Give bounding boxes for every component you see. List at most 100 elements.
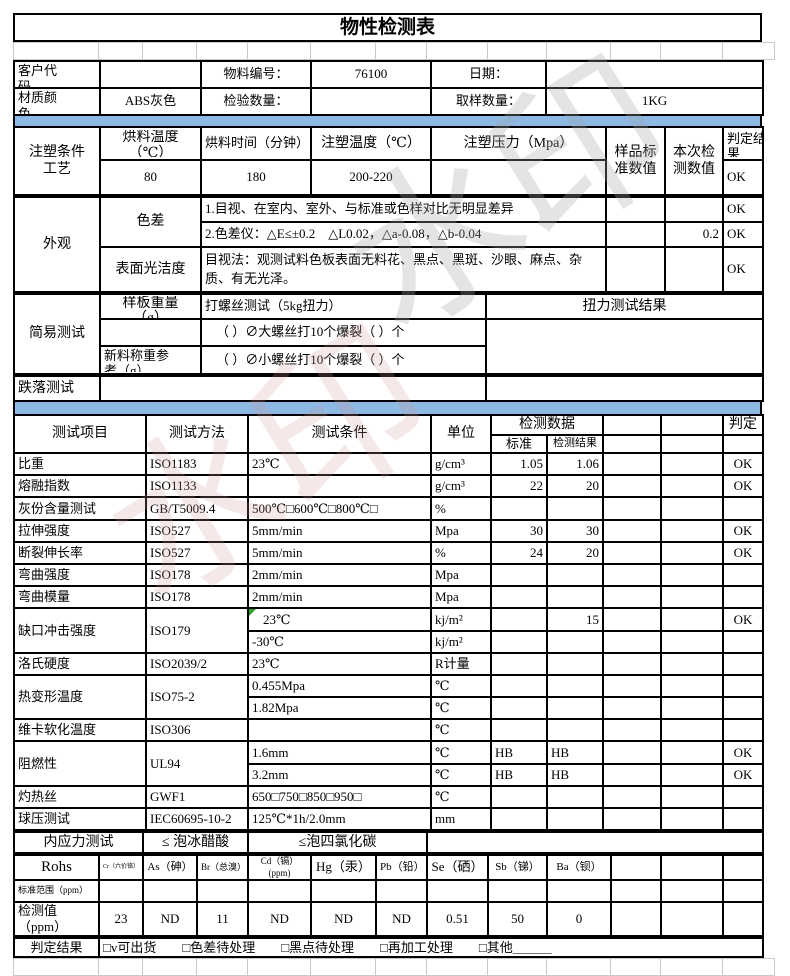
empty-cell[interactable] (602, 474, 662, 499)
empty-cell[interactable] (602, 607, 662, 633)
result-value[interactable]: 15 (546, 607, 604, 633)
rohs-value-cr[interactable]: 23 (98, 900, 144, 938)
std-cell[interactable] (605, 196, 666, 223)
drop-test-result[interactable] (485, 375, 764, 402)
rohs-std-value[interactable] (310, 878, 377, 903)
std-value[interactable]: 30 (490, 519, 548, 544)
std-value[interactable]: 24 (490, 541, 548, 566)
judge-value[interactable] (722, 785, 764, 810)
test-cell[interactable] (664, 246, 724, 293)
std-value[interactable] (490, 718, 548, 743)
rohs-value-cd[interactable]: ND (247, 900, 312, 938)
judge-cell[interactable]: OK (722, 246, 764, 293)
verdict-options[interactable]: □v可出货 □色差待处理 □黑点待处理 □再加工处理 □其他＿＿＿ (98, 937, 764, 959)
empty-cell[interactable] (660, 652, 724, 677)
rohs-std-value[interactable] (98, 878, 144, 903)
empty-cell[interactable] (660, 785, 724, 810)
empty-cell[interactable] (602, 696, 662, 721)
empty-cell[interactable] (602, 452, 662, 477)
dry-time-value[interactable]: 180 (200, 159, 312, 196)
std-cell[interactable] (605, 221, 666, 248)
dry-temp-value[interactable]: 80 (99, 159, 202, 196)
empty-cell[interactable] (602, 652, 662, 677)
judge-value[interactable] (722, 696, 764, 721)
empty-cell[interactable] (602, 763, 662, 788)
std-value[interactable] (490, 674, 548, 699)
rohs-std-value[interactable] (375, 878, 428, 903)
judge-value[interactable] (722, 807, 764, 832)
empty-label-cell[interactable] (99, 318, 202, 347)
empty-cell[interactable] (660, 607, 724, 633)
mold-temp-value[interactable]: 200-220 (310, 159, 432, 196)
std-value[interactable]: HB (490, 740, 548, 766)
result-value[interactable] (546, 785, 604, 810)
result-value[interactable] (546, 696, 604, 721)
result-value[interactable]: HB (546, 740, 604, 766)
judge-value[interactable]: OK (722, 763, 764, 788)
result-value[interactable]: 20 (546, 541, 604, 566)
empty-cell[interactable] (602, 630, 662, 655)
rohs-value-pb[interactable]: ND (375, 900, 428, 938)
rohs-value-se[interactable]: 0.51 (426, 900, 489, 938)
judge-value[interactable] (722, 674, 764, 699)
stress-result[interactable] (426, 831, 764, 855)
empty-cell[interactable] (660, 763, 724, 788)
material-color-value[interactable]: ABS灰色 (99, 87, 202, 116)
date-value[interactable] (545, 60, 764, 89)
torque-result-value[interactable] (485, 318, 764, 375)
rohs-std-value[interactable] (247, 878, 312, 903)
judge-value[interactable] (722, 563, 764, 588)
material-no-value[interactable]: 76100 (310, 60, 432, 89)
empty-cell[interactable] (660, 585, 724, 610)
rohs-std-value[interactable] (487, 878, 548, 903)
std-value[interactable]: 22 (490, 474, 548, 499)
test-condition[interactable]: 650□750□850□950□ (247, 785, 432, 810)
std-value[interactable] (490, 785, 548, 810)
empty-cell[interactable] (602, 519, 662, 544)
result-value[interactable] (546, 563, 604, 588)
judge-value[interactable] (722, 630, 764, 655)
result-value[interactable]: 30 (546, 519, 604, 544)
rohs-std-value[interactable] (142, 878, 198, 903)
molding-judge-value[interactable]: OK (722, 159, 764, 196)
judge-value[interactable]: OK (722, 607, 764, 633)
judge-value[interactable] (722, 718, 764, 743)
result-value[interactable] (546, 496, 604, 522)
result-value[interactable]: 1.06 (546, 452, 604, 477)
empty-cell[interactable] (660, 519, 724, 544)
sample-qty-value[interactable]: 1KG (545, 87, 764, 116)
empty-cell[interactable] (660, 718, 724, 743)
inspect-qty-value[interactable] (310, 87, 432, 116)
empty-cell[interactable] (602, 718, 662, 743)
judge-value[interactable]: OK (722, 519, 764, 544)
std-value[interactable] (490, 563, 548, 588)
rohs-value-hg[interactable]: ND (310, 900, 377, 938)
empty-cell[interactable] (602, 541, 662, 566)
empty-cell[interactable] (660, 496, 724, 522)
rohs-value-br[interactable]: 11 (196, 900, 249, 938)
std-value[interactable] (490, 607, 548, 633)
judge-cell[interactable]: OK (722, 221, 764, 248)
empty-cell[interactable] (660, 807, 724, 832)
result-value[interactable] (546, 807, 604, 832)
std-value[interactable]: HB (490, 763, 548, 788)
result-value[interactable] (546, 674, 604, 699)
judge-value[interactable]: OK (722, 474, 764, 499)
empty-cell[interactable] (602, 496, 662, 522)
empty-cell[interactable] (660, 696, 724, 721)
test-cell[interactable] (664, 196, 724, 223)
result-value[interactable] (546, 652, 604, 677)
empty-cell[interactable] (660, 674, 724, 699)
rohs-value-as[interactable]: ND (142, 900, 198, 938)
empty-cell[interactable] (660, 563, 724, 588)
rohs-value-ba[interactable]: 0 (546, 900, 612, 938)
test-cell[interactable]: 0.2 (664, 221, 724, 248)
rohs-std-value[interactable] (196, 878, 249, 903)
judge-cell[interactable]: OK (722, 196, 764, 223)
customer-code-value[interactable] (99, 60, 202, 89)
test-condition[interactable]: 500℃□600℃□800℃□ (247, 496, 432, 522)
empty-cell[interactable] (602, 785, 662, 810)
empty-cell[interactable] (660, 541, 724, 566)
std-value[interactable] (490, 585, 548, 610)
test-condition[interactable] (247, 718, 432, 743)
